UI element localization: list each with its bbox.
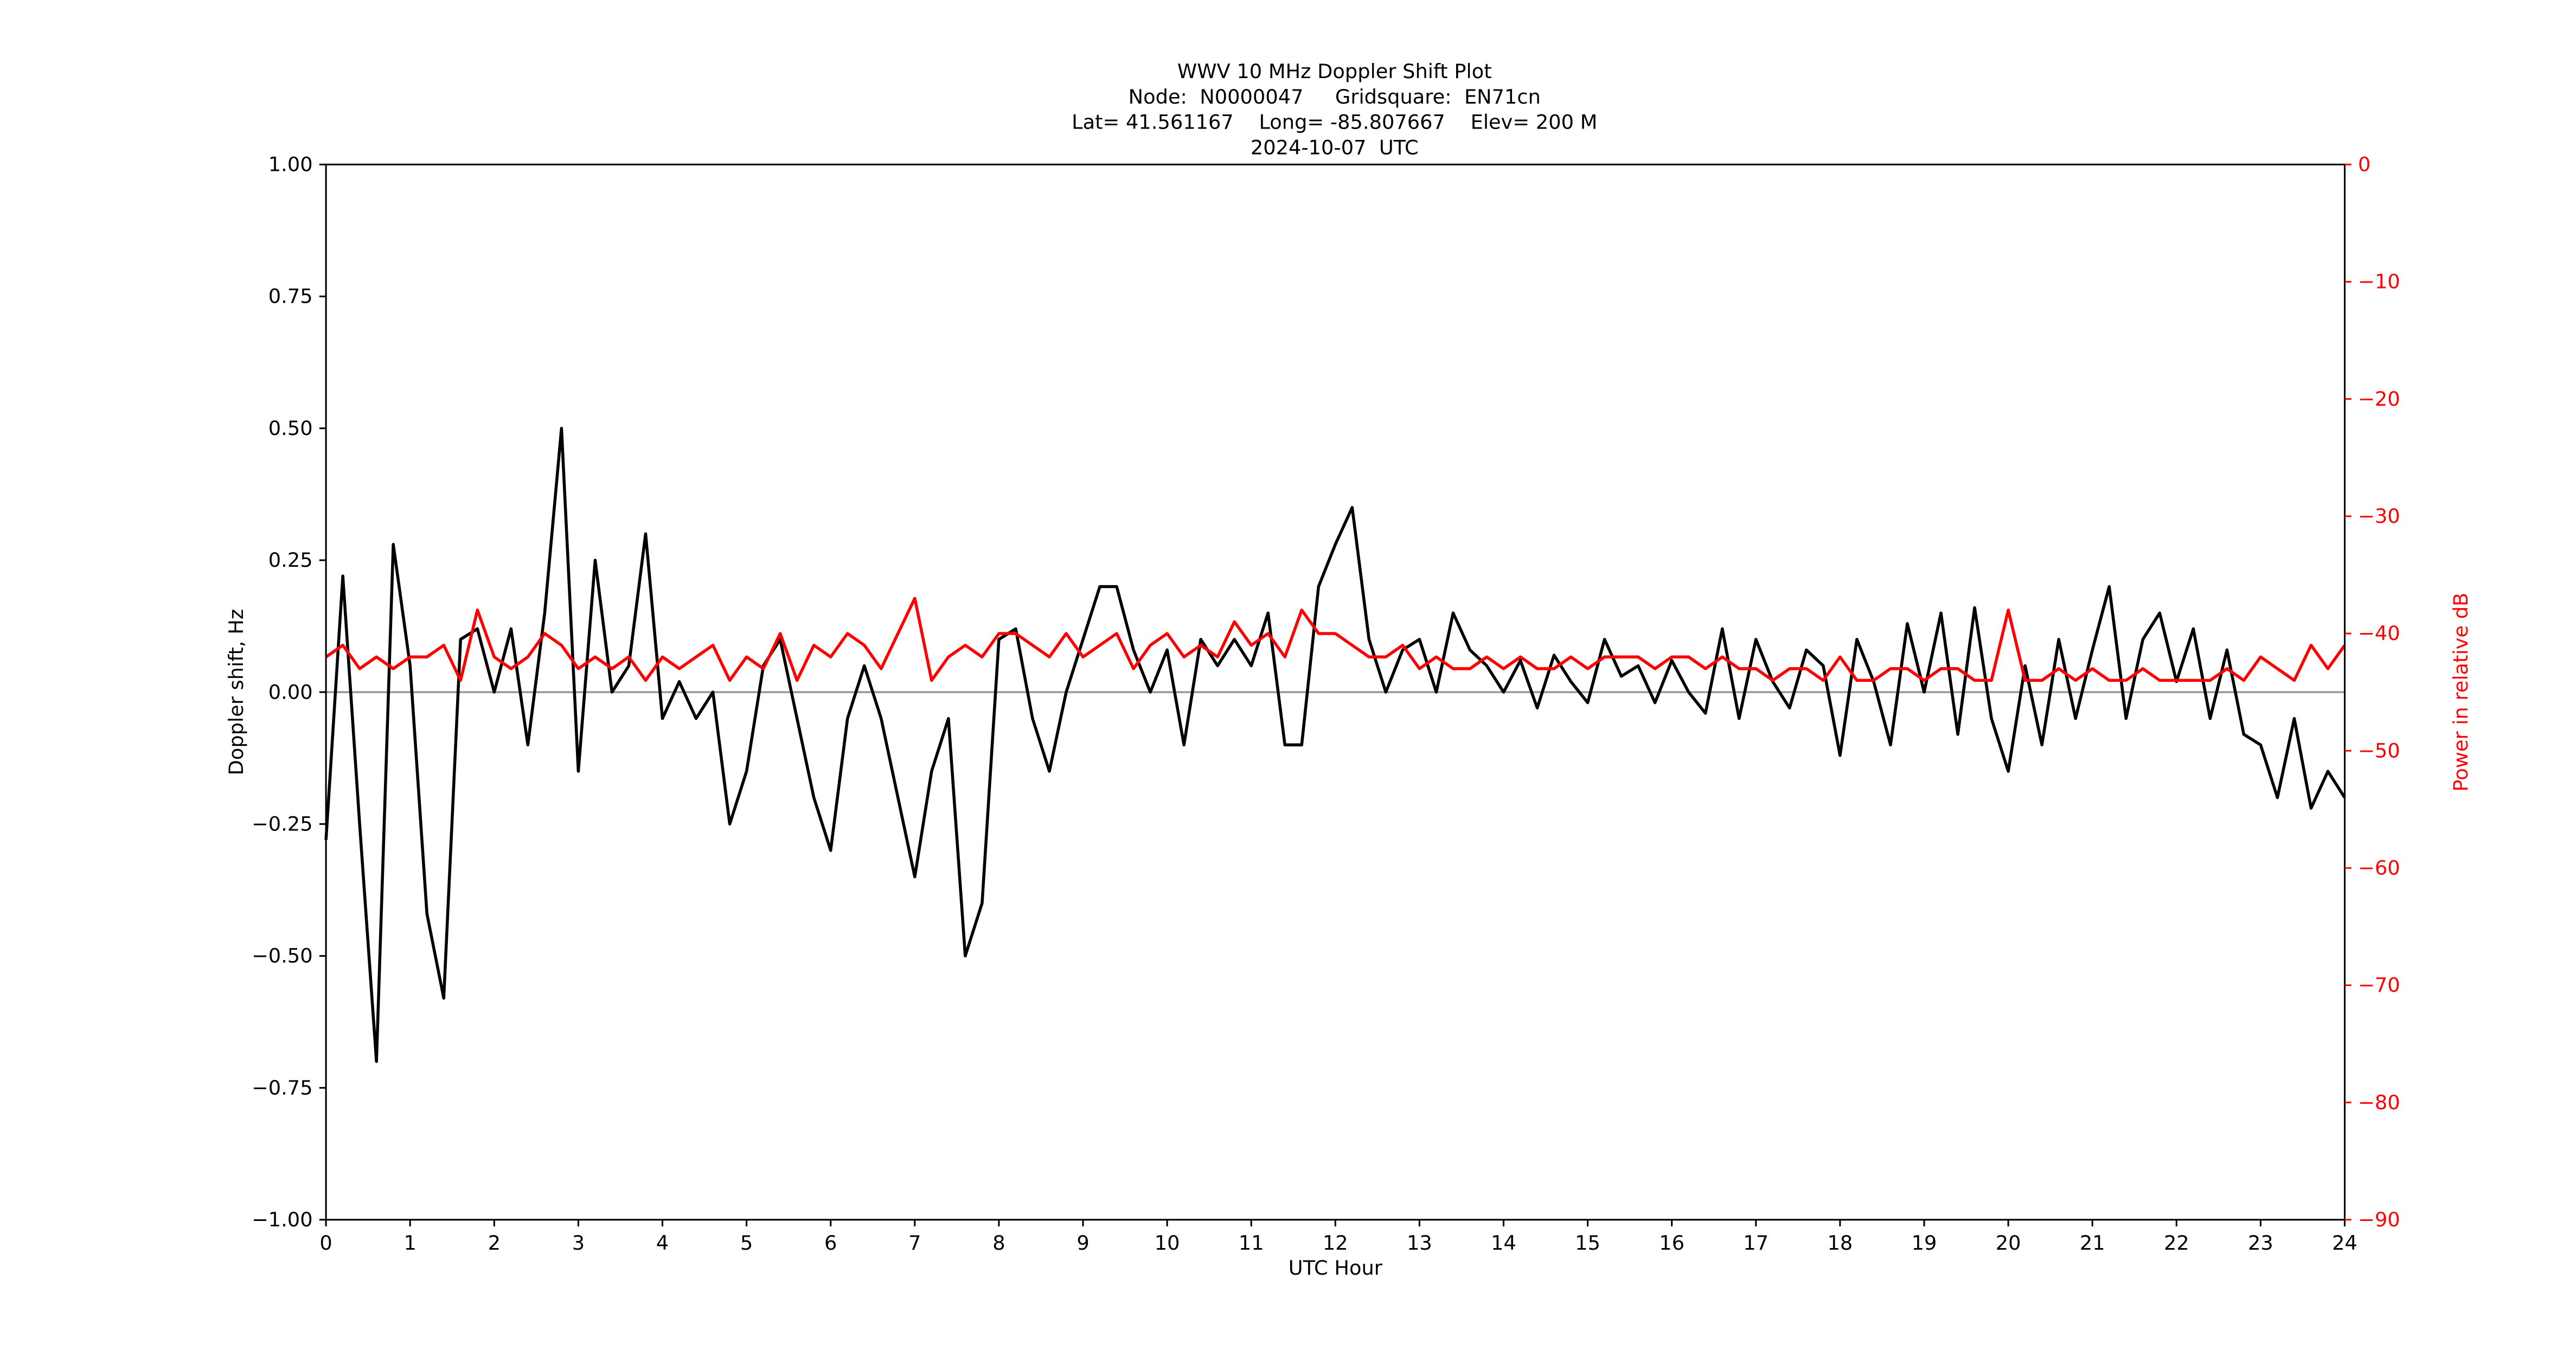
y-tick-label: 1.00 (268, 153, 313, 176)
y-tick-label: −1.00 (252, 1208, 313, 1231)
x-tick-label: 7 (908, 1231, 921, 1255)
y-tick-label: −0.50 (252, 944, 313, 968)
y2-tick-label: −80 (2358, 1091, 2400, 1114)
series-line (325, 597, 2346, 682)
x-tick-label: 10 (1155, 1231, 1180, 1255)
y2-tick-label: −50 (2358, 739, 2400, 762)
x-tick-label: 0 (319, 1231, 332, 1255)
y-tick-label: −0.25 (252, 812, 313, 835)
x-tick-label: 2 (488, 1231, 501, 1255)
y-tick-label: 0.50 (268, 417, 313, 440)
x-tick-label: 15 (1575, 1231, 1600, 1255)
x-tick-label: 14 (1491, 1231, 1516, 1255)
x-tick-label: 18 (1828, 1231, 1853, 1255)
x-tick-label: 20 (1996, 1231, 2021, 1255)
y-tick-label: 0.75 (268, 285, 313, 308)
y2-tick-label: −30 (2358, 504, 2400, 528)
plot-frame (325, 163, 2346, 1221)
chart-title: Node: N0000047 Gridsquare: EN71cn (1129, 85, 1541, 108)
x-tick-label: 13 (1407, 1231, 1432, 1255)
y2-tick-label: −10 (2358, 270, 2400, 293)
y2-tick-label: −60 (2358, 856, 2400, 880)
chart-title: WWV 10 MHz Doppler Shift Plot (1177, 60, 1492, 83)
x-tick-label: 8 (992, 1231, 1005, 1255)
x-tick-label: 16 (1659, 1231, 1684, 1255)
x-tick-label: 1 (404, 1231, 416, 1255)
x-tick-label: 11 (1239, 1231, 1264, 1255)
x-tick-label: 22 (2164, 1231, 2189, 1255)
y2-tick-label: −70 (2358, 974, 2400, 997)
x-tick-label: 4 (656, 1231, 669, 1255)
y2-axis-label: Power in relative dB (2449, 593, 2472, 792)
y-tick-label: −0.75 (252, 1076, 313, 1099)
y2-tick-label: −90 (2358, 1208, 2400, 1231)
chart-title: 2024-10-07 UTC (1251, 136, 1419, 159)
y-tick-label: 0.25 (268, 548, 313, 572)
x-tick-label: 24 (2332, 1231, 2357, 1255)
x-tick-label: 12 (1323, 1231, 1348, 1255)
x-tick-label: 9 (1076, 1231, 1089, 1255)
y2-tick-label: −20 (2358, 387, 2400, 411)
y2-tick-label: −40 (2358, 622, 2400, 645)
y-tick-label: 0.00 (268, 680, 313, 703)
x-tick-label: 21 (2080, 1231, 2105, 1255)
x-tick-label: 23 (2248, 1231, 2273, 1255)
x-tick-label: 5 (740, 1231, 753, 1255)
x-tick-label: 17 (1743, 1231, 1768, 1255)
x-tick-label: 3 (572, 1231, 585, 1255)
y-axis-label: Doppler shift, Hz (225, 609, 248, 776)
chart-title: Lat= 41.561167 Long= -85.807667 Elev= 20… (1072, 111, 1597, 134)
series-line (324, 426, 2346, 1063)
x-axis-label: UTC Hour (1289, 1256, 1383, 1280)
y2-tick-label: 0 (2358, 153, 2370, 176)
x-tick-label: 19 (1912, 1231, 1937, 1255)
x-tick-label: 6 (824, 1231, 837, 1255)
